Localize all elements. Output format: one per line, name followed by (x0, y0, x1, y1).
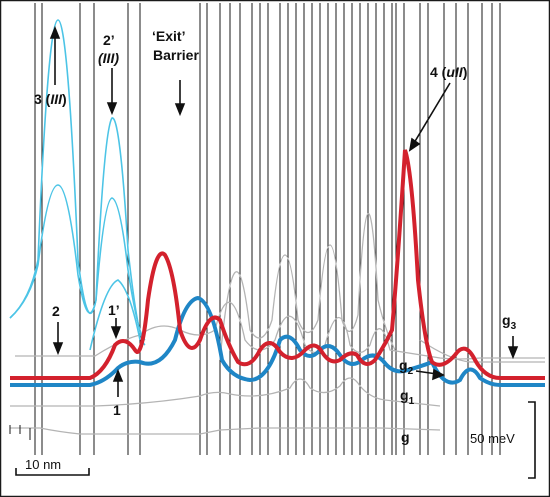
gray-curve-g1 (10, 377, 441, 407)
gray-curve-g3-high (219, 212, 396, 361)
ground-level-g (10, 427, 441, 435)
scale-bar-y (528, 401, 536, 479)
label-scale-x: 10 nm (25, 457, 61, 472)
label-exit-barrier: Barrier (153, 47, 199, 63)
cyan-curve-low (89, 279, 141, 351)
scale-bar-x (15, 468, 90, 476)
label-peak-2prime-roman: (III) (98, 50, 119, 66)
arrow-peak-4 (413, 82, 451, 144)
label-peak-4: 4 (uII) (430, 64, 467, 80)
ticks (9, 425, 31, 440)
arrows (49, 25, 519, 397)
red-curve (10, 149, 545, 380)
label-g: g (401, 429, 410, 445)
label-peak-2prime: 2’ (103, 32, 115, 48)
cyan-curves (9, 19, 146, 351)
label-g2: g2 (399, 357, 414, 377)
label-state-1: 1 (113, 402, 121, 418)
label-exit-quote: ‘Exit’ (152, 28, 185, 44)
label-peak-3: 3 (III) (34, 91, 67, 107)
blue-curve (10, 295, 545, 387)
label-state-2: 2 (52, 303, 60, 319)
label-g3: g3 (502, 312, 517, 332)
label-scale-y: 50 meV (470, 431, 515, 446)
cyan-curve-peak-2prime (9, 184, 146, 341)
label-g1: g1 (400, 387, 415, 407)
cyan-curve-peak-3 (9, 19, 146, 346)
label-state-1prime: 1’ (108, 302, 120, 318)
